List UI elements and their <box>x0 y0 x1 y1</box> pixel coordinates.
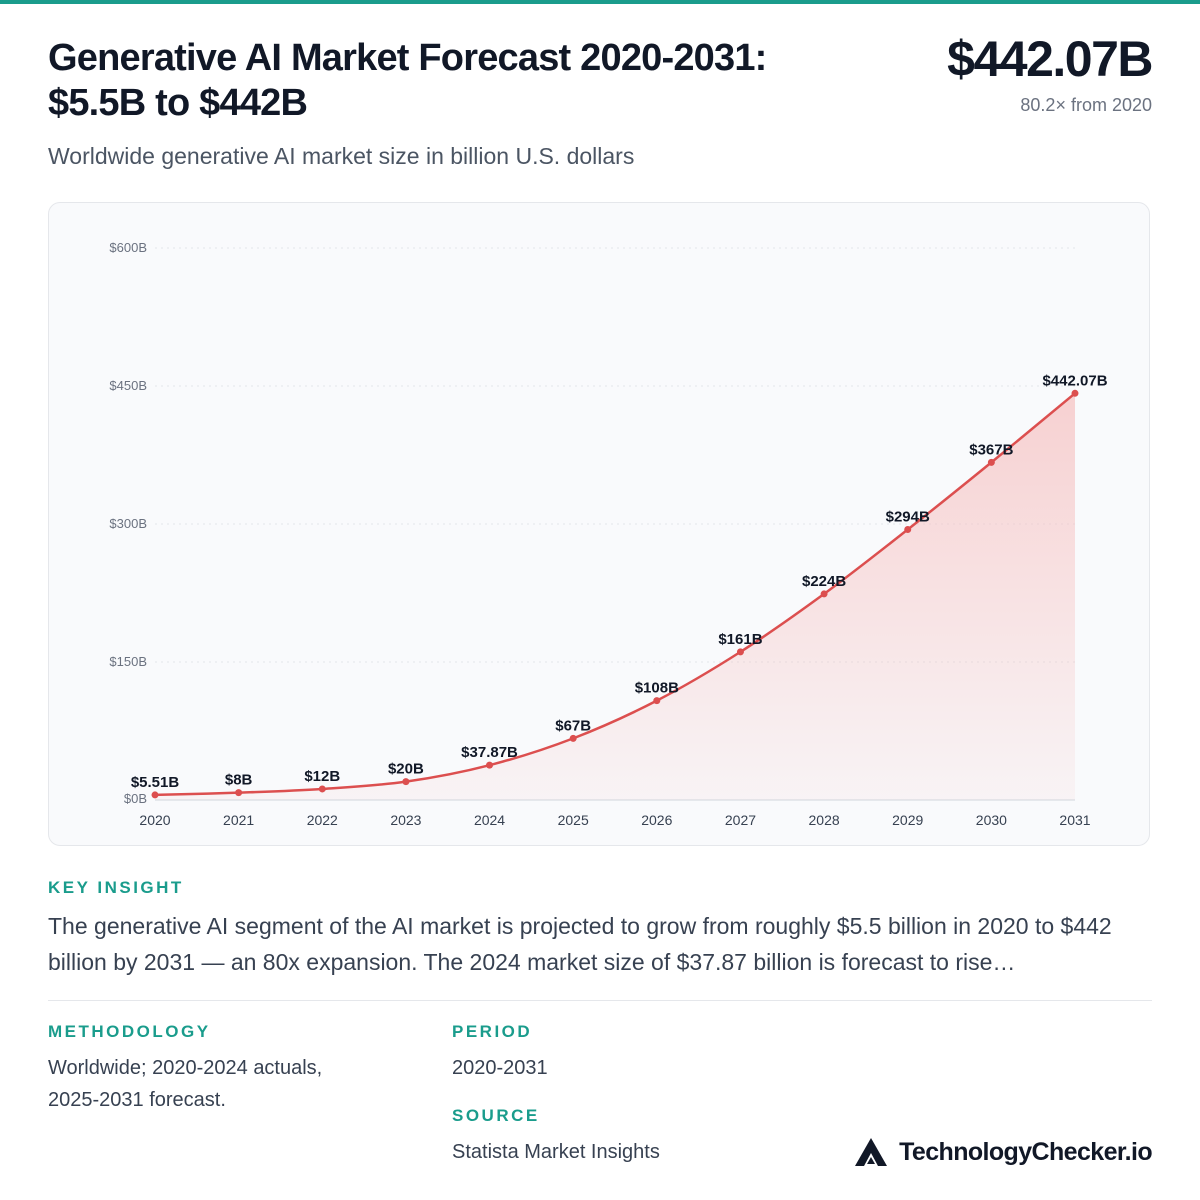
x-tick-label: 2021 <box>223 812 254 828</box>
key-insight-text: The generative AI segment of the AI mark… <box>48 913 1112 975</box>
data-point <box>904 526 912 534</box>
data-point <box>486 761 494 769</box>
data-label: $294B <box>886 509 930 526</box>
x-tick-label: 2028 <box>809 812 840 828</box>
x-tick-label: 2029 <box>892 812 923 828</box>
data-point <box>736 648 744 656</box>
title-line-1: Generative AI Market Forecast 2020-2031: <box>48 37 767 79</box>
data-point <box>151 791 159 799</box>
brand-logo[interactable]: TechnologyChecker.io <box>853 1136 1153 1168</box>
data-label: $224B <box>802 573 846 590</box>
chart-card: $0B $150B $300B $450B $600B $5.51B $8B $12B $20B… <box>48 202 1150 846</box>
section-divider <box>48 1000 1152 1001</box>
data-label: $5.51B <box>131 774 180 791</box>
data-point <box>569 734 577 742</box>
data-label: $442.07B <box>1042 372 1107 389</box>
data-point <box>235 789 243 797</box>
data-label: $367B <box>969 441 1013 458</box>
period-label: PERIOD <box>452 1022 533 1041</box>
area-fill <box>155 393 1075 800</box>
source-label: SOURCE <box>452 1106 540 1125</box>
x-tick-label: 2030 <box>976 812 1007 828</box>
data-point <box>402 778 410 786</box>
brand-name: TechnologyChecker.io <box>899 1137 1152 1166</box>
chart-subtitle: Worldwide generative AI market size in b… <box>48 143 635 169</box>
key-insight-label: KEY INSIGHT <box>48 878 184 897</box>
y-tick-label: $0B <box>124 791 147 806</box>
data-point <box>1071 389 1079 397</box>
methodology-text: Worldwide; 2020-2024 actuals, 2025-2031 … <box>48 1052 322 1116</box>
data-label: $20B <box>388 761 424 778</box>
data-point <box>820 590 828 598</box>
x-tick-label: 2026 <box>641 812 672 828</box>
x-tick-label: 2022 <box>307 812 338 828</box>
methodology-line-1: Worldwide; 2020-2024 actuals, <box>48 1057 323 1079</box>
y-tick-label: $300B <box>109 516 147 531</box>
data-label: $8B <box>225 772 253 789</box>
data-label: $12B <box>304 768 340 785</box>
x-tick-label: 2027 <box>725 812 756 828</box>
methodology-line-2: 2025-2031 forecast. <box>48 1089 226 1111</box>
data-point <box>987 458 995 466</box>
data-label: $37.87B <box>461 744 518 761</box>
source-value: Statista Market Insights <box>452 1141 660 1163</box>
headline-value: $442.07B <box>947 31 1153 87</box>
methodology-label: METHODOLOGY <box>48 1022 211 1041</box>
data-label: $108B <box>635 680 679 697</box>
period-value: 2020-2031 <box>452 1057 548 1079</box>
y-tick-label: $150B <box>109 654 147 669</box>
headline-growth-note: 80.2× from 2020 <box>1020 95 1152 115</box>
area-chart: $0B $150B $300B $450B $600B $5.51B $8B $12B $20B… <box>109 240 1107 828</box>
x-tick-label: 2025 <box>558 812 589 828</box>
x-tick-label: 2020 <box>139 812 170 828</box>
y-tick-label: $450B <box>109 378 147 393</box>
title-line-2: $5.5B to $442B <box>48 82 308 124</box>
triangle-logo-icon <box>855 1138 888 1166</box>
page-title: Generative AI Market Forecast 2020-2031:… <box>48 36 888 126</box>
data-label: $161B <box>718 631 762 648</box>
top-accent-bar <box>0 0 1200 4</box>
data-label: $67B <box>555 717 591 734</box>
data-point <box>653 697 661 705</box>
x-tick-label: 2031 <box>1059 812 1090 828</box>
x-tick-label: 2023 <box>390 812 421 828</box>
data-point <box>318 785 326 793</box>
x-tick-label: 2024 <box>474 812 505 828</box>
y-tick-label: $600B <box>109 240 147 255</box>
